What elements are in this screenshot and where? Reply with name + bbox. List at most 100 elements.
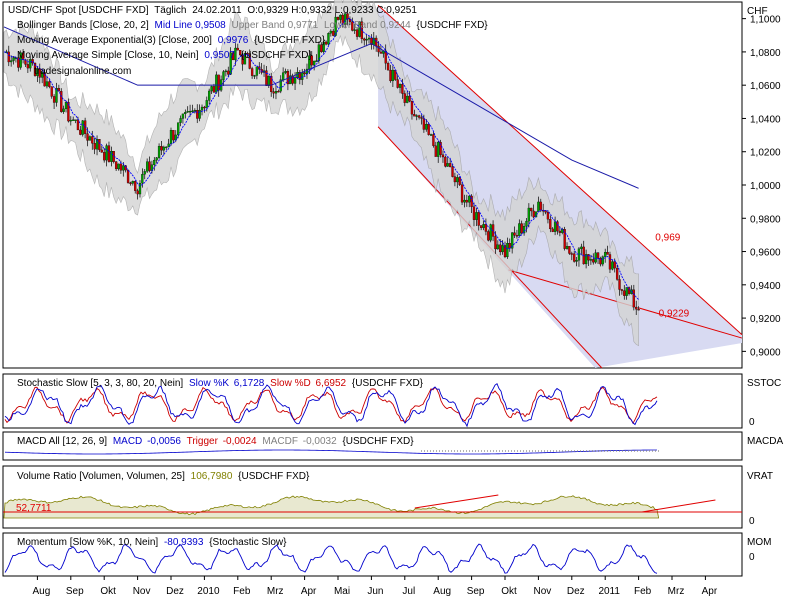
svg-text:SSTOC: SSTOC [747, 378, 781, 389]
candle-body [386, 63, 390, 71]
y-tick-label: 1,0400 [750, 114, 781, 125]
candle-body [298, 72, 301, 80]
candle-body [415, 115, 418, 117]
panel-frame-2 [2, 431, 743, 461]
candle-body [346, 13, 349, 20]
candle-body [410, 101, 414, 115]
candle-body [29, 59, 32, 69]
candle-body [465, 199, 468, 203]
candle-body [406, 95, 409, 103]
candle-body [81, 120, 84, 135]
ema200-line [3, 26, 639, 189]
candle-body [64, 102, 68, 110]
candle-body [141, 174, 144, 184]
candle-body [503, 245, 507, 258]
candle-body [110, 151, 113, 162]
candle-body [181, 113, 185, 119]
candle-body [265, 70, 268, 86]
candle-body [148, 161, 151, 171]
candle-body [165, 146, 168, 149]
candle-body [236, 47, 239, 51]
candle-body [122, 165, 125, 171]
annotation-high: 0,969 [655, 233, 680, 244]
candle-body [439, 142, 442, 155]
candle-body [105, 145, 108, 161]
candle-body [522, 225, 526, 234]
momentum-legend: Momentum [Slow %K, 10, Nein] -80,9393 {S… [17, 537, 771, 563]
candle-body [351, 21, 354, 31]
candle-body [637, 308, 640, 311]
candle-body [546, 211, 550, 220]
candle-body [293, 77, 297, 84]
svg-text:Volume Ratio [Volumen, Volumen: Volume Ratio [Volumen, Volumen, 25] 106,… [17, 471, 310, 482]
candle-body [12, 57, 15, 61]
candle-body [103, 152, 106, 161]
candle-body [320, 44, 323, 52]
candle-body [427, 123, 430, 135]
candle-body [222, 71, 225, 80]
candle-body [398, 84, 402, 88]
candle-body [444, 156, 447, 167]
candle-body [479, 225, 483, 228]
svg-text:Momentum [Slow %K, 10, Nein]: Momentum [Slow %K, 10, Nein] -80,9393 {S… [17, 537, 287, 548]
candle-body [344, 13, 347, 25]
stochastic-d-line [4, 386, 658, 425]
candle-body [10, 60, 13, 63]
candle-body [198, 109, 201, 119]
x-tick-label: Sep [467, 586, 485, 597]
candle-body [437, 142, 440, 157]
y-tick-label: 0,9600 [750, 248, 781, 259]
candle-body [589, 259, 593, 261]
candle-body [210, 86, 213, 92]
candle-body [215, 74, 218, 93]
candle-body [196, 110, 199, 119]
stochastic-k-line [4, 383, 658, 428]
candle-body [98, 139, 101, 151]
price-legend: USD/CHF Spot [USDCHF FXD] Täglich 24.02.… [8, 5, 768, 77]
candle-body [587, 254, 590, 261]
macd-legend: MACD All [12, 26, 9] MACD -0,0056 Trigge… [17, 436, 783, 447]
candle-body [334, 16, 337, 36]
candle-body [55, 88, 58, 103]
candle-body [100, 149, 103, 153]
candle-body [508, 243, 511, 249]
candle-body [537, 201, 540, 213]
candle-body [193, 110, 197, 112]
candle-body [50, 86, 53, 97]
x-tick-label: Okt [501, 586, 517, 597]
candle-body [460, 184, 464, 203]
x-tick-label: Mai [334, 586, 350, 597]
candle-body [563, 229, 566, 249]
y-tick-label: 1,0800 [750, 48, 781, 59]
x-tick-label: Mrz [668, 586, 685, 597]
candle-body [243, 53, 247, 65]
candle-body [394, 69, 397, 80]
candle-body [544, 210, 547, 213]
candle-body [250, 68, 254, 76]
candle-body [217, 74, 220, 91]
candle-body [518, 223, 521, 236]
candle-body [191, 110, 194, 113]
candle-body [420, 117, 423, 119]
candle-body [324, 41, 328, 45]
candle-body [227, 70, 230, 75]
svg-text:VRAT: VRAT [747, 471, 773, 482]
candle-body [530, 207, 533, 212]
candle-body [434, 145, 437, 157]
y-tick-label: 1,1000 [750, 15, 781, 26]
ema-legend: Moving Average Exponential(3) [Close, 20… [17, 35, 326, 46]
x-tick-label: Mrz [267, 586, 284, 597]
candle-body [575, 260, 578, 262]
svg-text:MOM: MOM [747, 537, 771, 548]
candle-body [224, 70, 228, 73]
candle-body [501, 245, 504, 253]
candle-body [107, 145, 111, 162]
candle-body [496, 244, 499, 250]
candle-body [539, 201, 542, 211]
candle-body [317, 44, 321, 61]
x-tick-label: Nov [133, 586, 151, 597]
volume-ratio-legend: Volume Ratio [Volumen, Volumen, 25] 106,… [16, 471, 773, 527]
candle-body [580, 246, 583, 249]
candle-body [76, 119, 80, 131]
moving-averages [3, 17, 639, 300]
